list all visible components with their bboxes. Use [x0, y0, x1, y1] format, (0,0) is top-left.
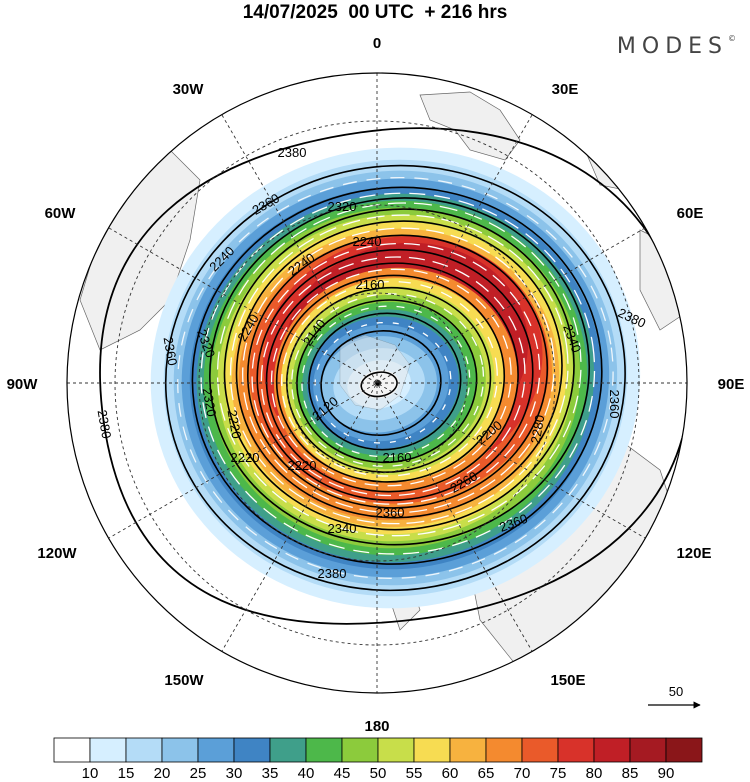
height-contours	[99, 127, 687, 625]
colorbar-swatch	[377, 737, 415, 763]
brand-text: MODES	[616, 34, 728, 59]
contour-label: 2220	[225, 409, 245, 440]
lon-label: 30W	[173, 81, 205, 98]
colorbar-swatch	[197, 737, 235, 763]
colorbar-tick-label: 55	[405, 765, 423, 782]
lon-label: 120W	[37, 545, 77, 562]
colorbar-swatch	[521, 737, 559, 763]
contour-label: 2360	[161, 336, 181, 367]
contour-label: 2220	[231, 450, 260, 465]
brand-logo: MODES©	[617, 34, 736, 59]
reference-vector-label: 50	[668, 684, 684, 699]
contour-label: 2360	[607, 390, 622, 419]
colorbar-tick-label: 60	[441, 765, 459, 782]
colorbar-swatch	[629, 737, 667, 763]
colorbar-tick-label: 65	[477, 765, 495, 782]
contour-label: 2380	[278, 145, 307, 160]
wind-vectors	[177, 176, 614, 579]
lon-label: 30E	[552, 81, 579, 98]
colorbar-swatch	[161, 737, 199, 763]
colorbar-swatch	[341, 737, 379, 763]
contour-label: 2280	[528, 414, 548, 445]
colorbar-tick-label: 40	[297, 765, 315, 782]
colorbar-swatch	[593, 737, 631, 763]
contour-label: 2320	[200, 387, 220, 418]
colorbar-tick-label: 50	[369, 765, 387, 782]
colorbar-tick-label: 30	[225, 765, 243, 782]
colorbar-swatch	[233, 737, 271, 763]
contour-label: 2360	[376, 505, 405, 520]
colorbar-tick-label: 45	[333, 765, 351, 782]
lon-label: 90W	[7, 376, 39, 393]
graticule	[67, 73, 687, 693]
colorbar-tick-label: 10	[81, 765, 99, 782]
lon-label: 120E	[676, 545, 711, 562]
contour-label: 2220	[288, 458, 317, 473]
colorbar	[53, 737, 703, 763]
colorbar-tick-label: 15	[117, 765, 135, 782]
colorbar-swatch	[485, 737, 523, 763]
lon-label: 0	[373, 35, 381, 52]
contour-label: 2340	[328, 521, 357, 536]
colorbar-swatch	[305, 737, 343, 763]
map-boundary	[66, 72, 688, 694]
colorbar-swatch	[665, 737, 703, 763]
colorbar-tick-label: 85	[621, 765, 639, 782]
lon-label: 60E	[677, 205, 704, 222]
contour-label: 2380	[95, 409, 115, 440]
lon-label: 150E	[550, 672, 585, 689]
colorbar-tick-label: 80	[585, 765, 603, 782]
colorbar-swatch	[89, 737, 127, 763]
contour-label: 2160	[383, 450, 412, 465]
colorbar-tick-label: 75	[549, 765, 567, 782]
colorbar-tick-label: 70	[513, 765, 531, 782]
map-field	[67, 73, 687, 693]
brand-mark: ©	[728, 34, 736, 43]
colorbar-tick-label: 20	[153, 765, 171, 782]
contour-label: 2380	[318, 566, 347, 581]
colorbar-swatch	[269, 737, 307, 763]
lon-label: 60W	[45, 205, 77, 222]
colorbar-tick-label: 35	[261, 765, 279, 782]
colorbar-swatch	[557, 737, 595, 763]
map-title: 14/07/2025 00 UTC + 216 hrs	[242, 2, 508, 23]
contour-label: 2320	[328, 199, 357, 214]
contour-label: 2240	[353, 234, 382, 249]
lon-label: 90E	[718, 376, 745, 393]
colorbar-swatch	[125, 737, 163, 763]
lon-label: 180	[364, 718, 389, 735]
colorbar-swatch	[413, 737, 451, 763]
colorbar-swatch	[449, 737, 487, 763]
colorbar-tick-label: 90	[657, 765, 675, 782]
colorbar-tick-label: 25	[189, 765, 207, 782]
lon-label: 150W	[164, 672, 204, 689]
contour-label: 2160	[356, 277, 385, 292]
colorbar-swatch	[53, 737, 91, 763]
